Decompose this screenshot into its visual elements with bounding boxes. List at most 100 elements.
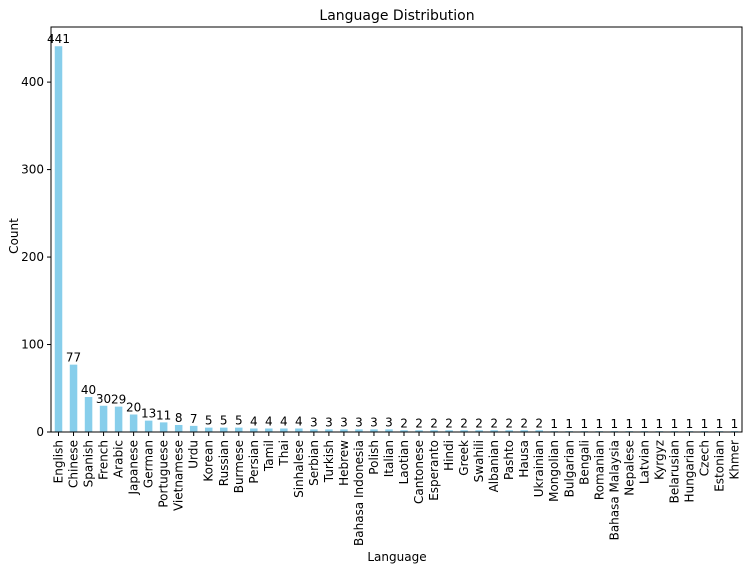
data-label: 1 <box>671 417 679 431</box>
data-label: 1 <box>656 417 664 431</box>
y-tick-label: 400 <box>21 75 44 89</box>
bar-hausa <box>520 430 528 432</box>
data-label: 3 <box>370 415 378 429</box>
x-tick-label: Estonian <box>712 440 726 492</box>
y-tick-label: 200 <box>21 250 44 264</box>
data-label: 2 <box>430 416 438 430</box>
data-label: 4 <box>250 415 258 429</box>
bar-urdu <box>189 425 198 432</box>
x-axis-ticks: English Chinese Spanish French Arabic Japanes… <box>52 432 741 546</box>
data-label: 1 <box>731 417 739 431</box>
data-label: 441 <box>47 32 70 46</box>
x-tick-label: Japanese <box>127 440 141 496</box>
data-label: 1 <box>595 417 603 431</box>
x-tick-label: Cantonese <box>412 440 426 504</box>
bar-italian <box>385 429 393 432</box>
x-tick-label: Nepalese <box>622 440 636 496</box>
data-label: 1 <box>610 417 618 431</box>
bar-burmese <box>235 427 243 432</box>
data-label: 3 <box>325 415 333 429</box>
plot-frame <box>50 26 743 433</box>
x-tick-label: Bahasa Indonesia <box>352 440 366 546</box>
data-label: 4 <box>265 415 273 429</box>
bar-arabic <box>114 406 123 432</box>
x-tick-label: Polish <box>367 440 381 475</box>
bar-portuguese <box>159 422 168 432</box>
data-label: 1 <box>565 417 573 431</box>
bar-german <box>144 420 153 432</box>
data-label: 2 <box>505 416 513 430</box>
x-tick-label: Urdu <box>187 440 201 469</box>
y-axis-label: Count <box>7 218 21 254</box>
x-tick-label: Vietnamese <box>172 440 186 511</box>
x-tick-label: Romanian <box>592 440 606 500</box>
x-tick-label: Korean <box>202 440 216 482</box>
x-tick-label: Laotian <box>397 440 411 484</box>
data-label: 1 <box>641 417 649 431</box>
x-tick-label: Burmese <box>232 440 246 493</box>
bar-korean <box>204 427 213 432</box>
data-label: 1 <box>716 417 724 431</box>
x-tick-label: Italian <box>382 440 396 477</box>
x-tick-label: Pashto <box>502 440 516 480</box>
data-label: 30 <box>96 392 111 406</box>
x-tick-label: Mongolian <box>547 440 561 502</box>
data-label: 77 <box>66 351 81 365</box>
bar-russian <box>219 427 228 432</box>
x-tick-label: Thai <box>277 440 291 467</box>
bar-french <box>99 405 108 432</box>
x-axis-label: Language <box>367 550 426 564</box>
data-label: 2 <box>415 416 423 430</box>
x-tick-label: Russian <box>217 440 231 486</box>
x-tick-label: Swahili <box>472 440 486 482</box>
bar-hindi <box>445 430 453 432</box>
data-label: 1 <box>550 417 558 431</box>
x-tick-label: Bulgarian <box>562 440 576 497</box>
bar-polish <box>370 429 378 432</box>
data-label: 5 <box>205 414 213 428</box>
x-tick-label: Bengali <box>577 440 591 485</box>
data-label: 2 <box>535 416 543 430</box>
x-tick-label: German <box>142 440 156 488</box>
x-tick-label: Khmer <box>727 440 741 480</box>
x-tick-label: Spanish <box>82 440 96 487</box>
bar-pashto <box>505 430 513 432</box>
x-tick-label: Hausa <box>517 440 531 478</box>
bar-hebrew <box>340 429 348 432</box>
data-label: 4 <box>280 415 288 429</box>
x-tick-label: Chinese <box>67 440 81 488</box>
x-tick-label: Esperanto <box>427 440 441 501</box>
bar-chinese <box>69 364 78 432</box>
bar-laotian <box>400 430 408 432</box>
data-label: 2 <box>400 416 408 430</box>
data-label: 11 <box>156 408 171 422</box>
data-label: 3 <box>310 415 318 429</box>
bar-swahili <box>475 430 483 432</box>
y-axis-ticks: 0 100 200 300 400 <box>21 75 51 439</box>
bar-tamil <box>265 428 273 432</box>
x-tick-label: English <box>52 440 66 483</box>
data-label: 1 <box>580 417 588 431</box>
data-label: 1 <box>626 417 634 431</box>
x-tick-label: Hebrew <box>337 440 351 486</box>
y-tick-label: 0 <box>36 425 44 439</box>
bars-group <box>54 46 739 433</box>
bar-cantonese <box>415 430 423 432</box>
x-tick-label: Arabic <box>112 440 126 478</box>
bar-english <box>54 46 63 433</box>
x-tick-label: Persian <box>247 440 261 484</box>
bar-vietnamese <box>174 425 183 432</box>
chart-title: Language Distribution <box>319 8 474 24</box>
bar-japanese <box>129 414 138 432</box>
bar-persian <box>250 428 258 432</box>
bar-thai <box>280 428 288 432</box>
data-label: 1 <box>686 417 694 431</box>
x-tick-label: Tamil <box>262 440 276 472</box>
data-label: 2 <box>490 416 498 430</box>
data-label: 2 <box>445 416 453 430</box>
x-tick-label: Greek <box>457 440 471 476</box>
data-label: 2 <box>475 416 483 430</box>
bar-turkish <box>325 429 333 432</box>
data-label: 1 <box>701 417 709 431</box>
x-tick-label: French <box>97 440 111 480</box>
